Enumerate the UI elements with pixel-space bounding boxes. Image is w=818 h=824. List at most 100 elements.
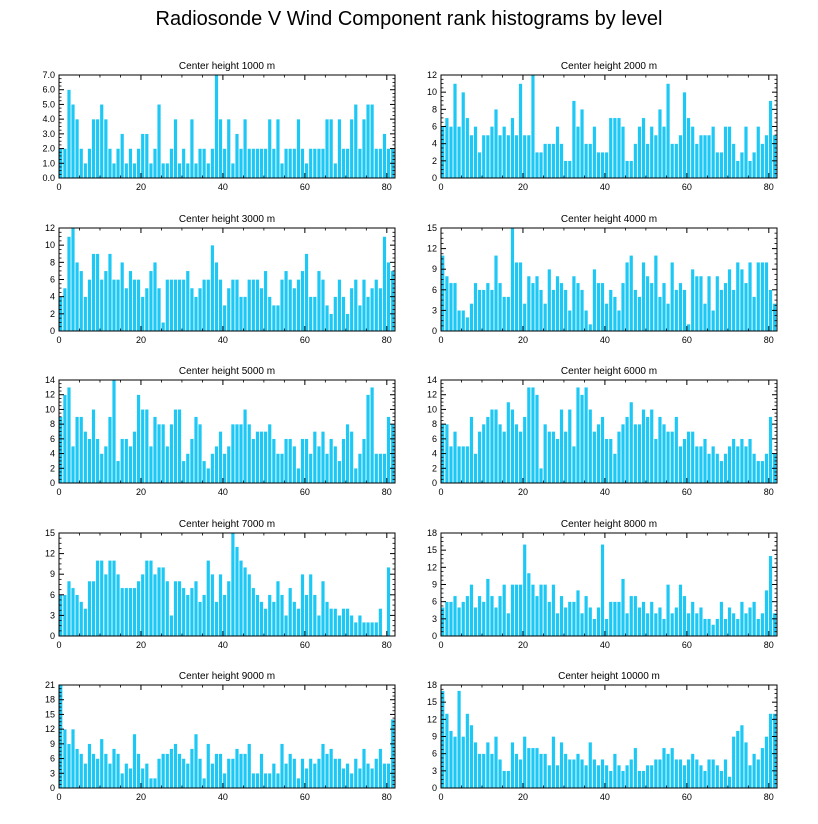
histogram-bar [116, 574, 121, 637]
y-tick-label: 0 [432, 173, 437, 183]
histogram-bar [222, 148, 227, 179]
histogram-bar [366, 763, 370, 789]
histogram-bar [453, 595, 457, 637]
histogram-bar [629, 401, 634, 484]
histogram-bar [108, 763, 112, 789]
histogram-bar [67, 743, 71, 789]
histogram-bar [316, 758, 321, 789]
histogram-bar [316, 615, 321, 637]
histogram-bar [120, 438, 125, 484]
histogram-bar [128, 768, 133, 789]
histogram-bar [333, 296, 338, 332]
histogram-bar [617, 310, 621, 332]
x-tick-label: 20 [518, 487, 528, 497]
histogram-bar [226, 287, 231, 332]
histogram-bar [103, 446, 108, 484]
histogram-bar [247, 743, 252, 789]
histogram-bar [510, 117, 515, 179]
histogram-bar [235, 133, 239, 179]
histogram-bar [157, 758, 161, 789]
histogram-bar [559, 595, 564, 637]
histogram-bar [157, 287, 161, 332]
histogram-bar [316, 270, 321, 332]
histogram-bar [357, 615, 362, 637]
histogram-bar [592, 618, 597, 637]
y-tick-label: 6 [432, 434, 437, 444]
histogram-bar [539, 584, 543, 637]
histogram-bar [735, 160, 740, 179]
y-tick-label: 0 [50, 631, 55, 641]
histogram-panel-8: Center height 8000 m 0 3 6 9 12 15 18 0 20 40 60 80 [427, 519, 778, 650]
histogram-bar [259, 601, 264, 637]
histogram-bar [120, 133, 125, 179]
histogram-bar [312, 296, 317, 332]
histogram-bar [703, 438, 707, 484]
histogram-bar [506, 770, 511, 789]
histogram-bar [449, 601, 453, 637]
histogram-bar [539, 468, 543, 484]
histogram-bar [608, 289, 613, 332]
panel-title: Center height 10000 m [558, 671, 660, 682]
histogram-bar [300, 148, 305, 179]
histogram-bar [596, 152, 601, 179]
histogram-bar [768, 100, 773, 179]
x-tick-label: 20 [518, 640, 528, 650]
histogram-bar [284, 438, 289, 484]
histogram-bar [284, 270, 289, 332]
histogram-bar [218, 118, 223, 179]
x-tick-label: 20 [136, 640, 146, 650]
histogram-bar [600, 759, 605, 789]
histogram-bar [473, 453, 478, 484]
histogram-bar [206, 560, 211, 637]
histogram-bar [112, 560, 116, 637]
histogram-bar [707, 275, 711, 332]
histogram-bar [239, 296, 243, 332]
histogram-bar [267, 594, 272, 637]
histogram-bar [148, 270, 153, 332]
histogram-bar [682, 289, 687, 332]
histogram-bar [243, 409, 248, 484]
x-tick-label: 80 [764, 487, 774, 497]
histogram-bar [353, 104, 358, 179]
histogram-bar [469, 134, 474, 179]
histogram-bar [353, 622, 358, 637]
histogram-bar [148, 163, 153, 179]
histogram-bar [752, 601, 757, 637]
y-tick-label: 9 [432, 264, 437, 274]
histogram-bar [202, 594, 207, 637]
histogram-bar [744, 126, 748, 179]
histogram-bar [161, 163, 166, 179]
histogram-bar [304, 768, 309, 789]
y-tick-label: 6 [432, 597, 437, 607]
histogram-bar [649, 601, 654, 637]
histogram-bar [288, 438, 293, 484]
histogram-bar [333, 163, 338, 179]
histogram-bar [731, 143, 736, 179]
histogram-bar [144, 560, 149, 637]
histogram-bar [662, 618, 666, 637]
histogram-bar [108, 560, 112, 637]
y-tick-label: 8 [432, 104, 437, 114]
histogram-bar [584, 764, 589, 789]
histogram-bar [596, 423, 601, 484]
histogram-bar [633, 747, 638, 789]
histogram-bar [526, 747, 531, 789]
histogram-bar [83, 763, 88, 789]
y-tick-label: 21 [45, 680, 55, 690]
histogram-bar [563, 607, 568, 637]
histogram-bar [485, 416, 490, 484]
histogram-bar [378, 453, 383, 484]
histogram-bar [91, 253, 96, 332]
histogram-bar [337, 279, 342, 332]
histogram-bar [744, 742, 748, 789]
y-tick-label: 15 [45, 528, 55, 538]
histogram-bar [128, 270, 133, 332]
histogram-bar [772, 713, 777, 789]
histogram-bar [386, 262, 391, 332]
histogram-panel-9: Center height 9000 m 0 3 6 9 12 15 18 21 0 20 40 60 8… [45, 671, 396, 802]
y-tick-label: 5.0 [42, 99, 55, 109]
histogram-bar [760, 143, 765, 179]
histogram-bar [752, 753, 757, 789]
histogram-bar [576, 126, 580, 179]
histogram-bar [461, 92, 466, 179]
